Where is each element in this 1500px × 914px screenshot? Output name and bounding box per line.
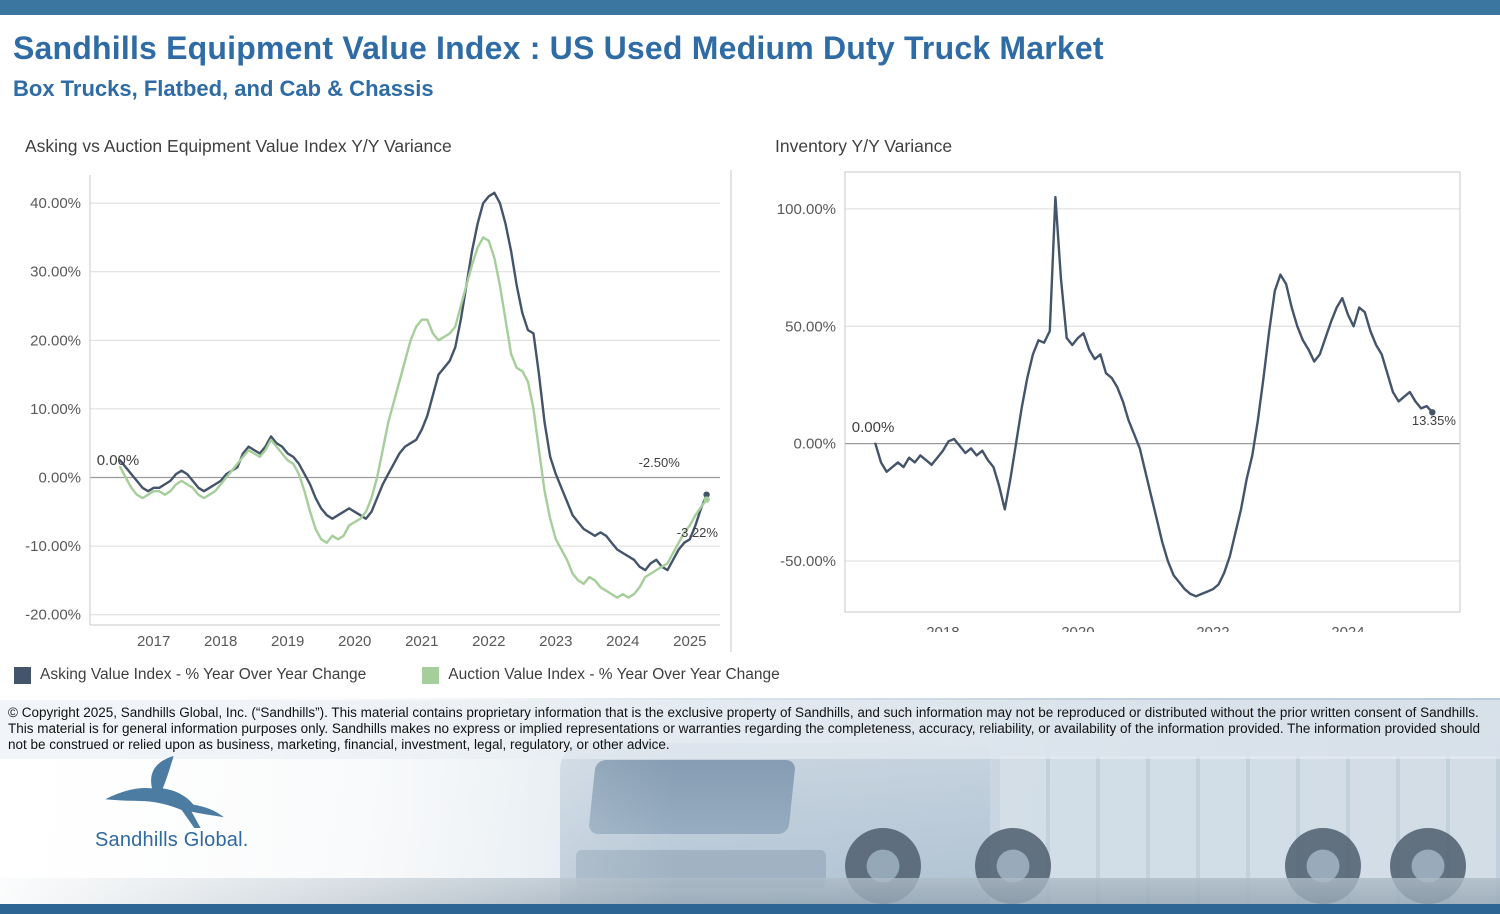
top-accent-bar [0, 0, 1500, 15]
svg-text:2021: 2021 [405, 633, 438, 650]
svg-text:2020: 2020 [338, 633, 371, 650]
sandhills-global-logo: Sandhills Global. [95, 756, 285, 852]
crane-bird-icon [105, 756, 224, 828]
copyright-disclaimer: © Copyright 2025, Sandhills Global, Inc.… [0, 700, 1500, 759]
inventory-line-chart: 100.00% 50.00% 0.00% -50.00% 2018 2020 2022 202… [777, 171, 1461, 632]
svg-text:2024: 2024 [1331, 624, 1364, 632]
svg-text:13.35%: 13.35% [1412, 413, 1457, 428]
svg-text:-20.00%: -20.00% [25, 607, 81, 624]
logo-text: Sandhills Global. [95, 829, 249, 851]
svg-text:-50.00%: -50.00% [780, 553, 836, 570]
svg-text:2017: 2017 [137, 633, 170, 650]
svg-text:2022: 2022 [1196, 624, 1229, 632]
svg-text:30.00%: 30.00% [30, 264, 81, 281]
svg-text:2024: 2024 [606, 633, 639, 650]
svg-text:-10.00%: -10.00% [25, 538, 81, 555]
auction-legend-label: Auction Value Index - % Year Over Year C… [448, 666, 780, 683]
asking-vs-auction-line-chart: 40.00% 30.00% 20.00% 10.00% 0.00% -10.00% -20.… [25, 175, 720, 650]
page-subtitle: Box Trucks, Flatbed, and Cab & Chassis [13, 76, 434, 101]
svg-text:2019: 2019 [271, 633, 304, 650]
svg-text:0.00%: 0.00% [852, 419, 895, 436]
legend-item-auction: Auction Value Index - % Year Over Year C… [422, 666, 780, 684]
svg-text:2025: 2025 [673, 633, 706, 650]
svg-text:20.00%: 20.00% [30, 332, 81, 349]
svg-text:10.00%: 10.00% [30, 401, 81, 418]
svg-text:40.00%: 40.00% [30, 195, 81, 212]
svg-text:2018: 2018 [926, 624, 959, 632]
svg-text:100.00%: 100.00% [777, 201, 836, 218]
left-chart-title: Asking vs Auction Equipment Value Index … [25, 136, 452, 156]
svg-text:2020: 2020 [1061, 624, 1094, 632]
svg-text:50.00%: 50.00% [785, 318, 836, 335]
svg-text:-3.22%: -3.22% [677, 525, 719, 540]
svg-text:2022: 2022 [472, 633, 505, 650]
asking-legend-swatch [14, 666, 31, 684]
chart-legend: Asking Value Index - % Year Over Year Ch… [14, 666, 780, 684]
right-chart-title: Inventory Y/Y Variance [775, 136, 953, 156]
chart-divider [730, 170, 732, 652]
svg-text:2023: 2023 [539, 633, 572, 650]
svg-text:-2.50%: -2.50% [639, 455, 681, 470]
legend-item-asking: Asking Value Index - % Year Over Year Ch… [14, 666, 366, 684]
svg-text:0.00%: 0.00% [97, 452, 140, 469]
svg-text:0.00%: 0.00% [38, 470, 81, 487]
svg-text:2018: 2018 [204, 633, 237, 650]
svg-text:0.00%: 0.00% [793, 436, 836, 453]
auction-legend-swatch [422, 666, 440, 684]
page-title: Sandhills Equipment Value Index : US Use… [13, 30, 1104, 66]
bottom-accent-bar [0, 904, 1500, 914]
asking-legend-label: Asking Value Index - % Year Over Year Ch… [40, 666, 367, 683]
